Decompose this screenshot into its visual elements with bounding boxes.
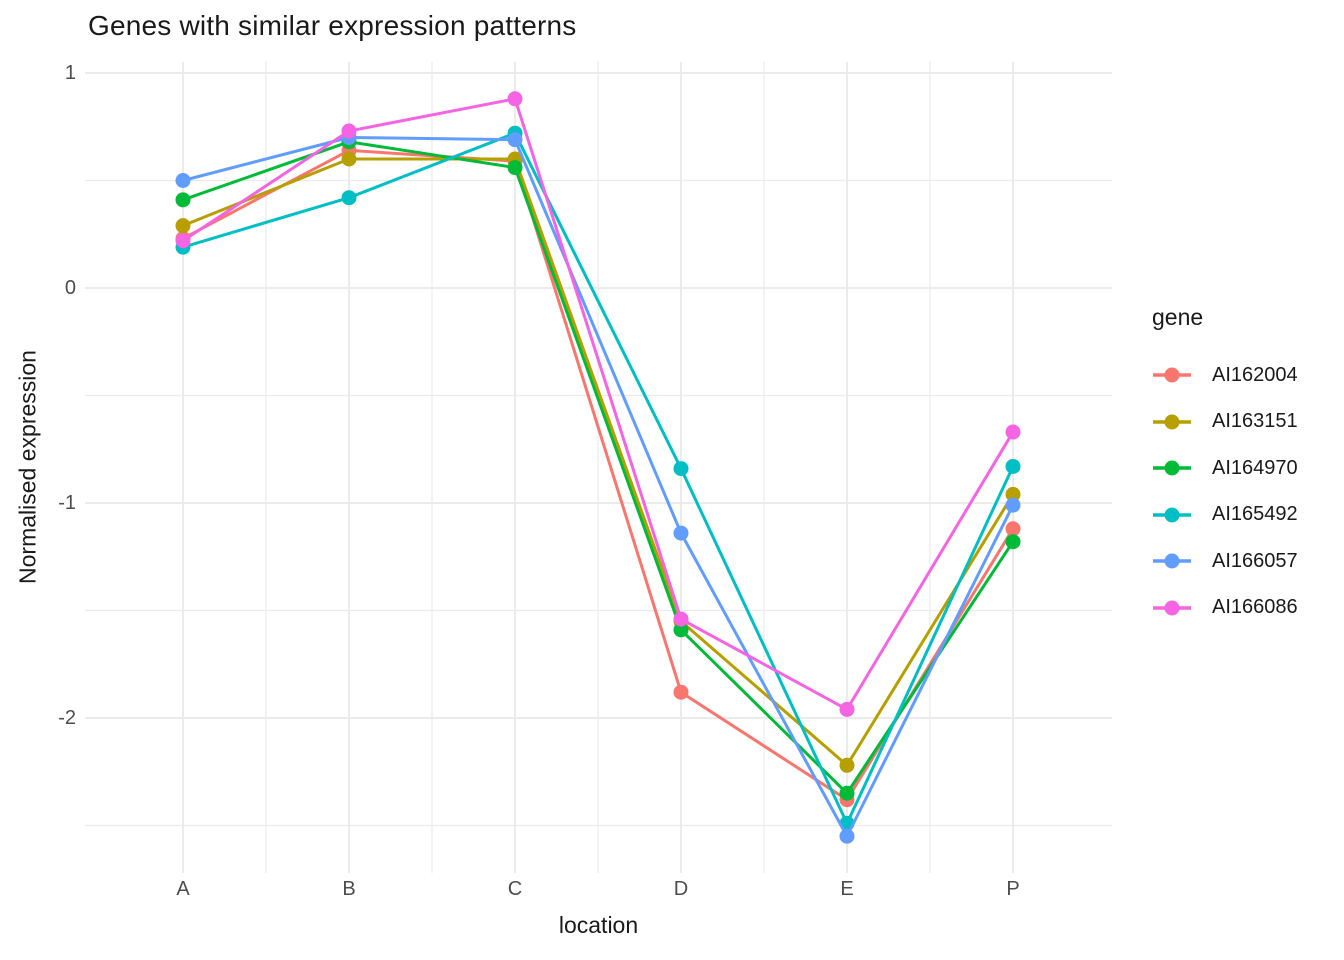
data-point-AI164970-D	[673, 622, 689, 638]
y-axis-title: Normalised expression	[14, 350, 41, 584]
legend-key-icon	[1153, 553, 1191, 569]
legend-entry-AI163151: AI163151	[1152, 399, 1298, 446]
data-point-AI163151-P	[1005, 486, 1021, 502]
x-tick-label: E	[840, 878, 853, 900]
x-tick-label: B	[342, 878, 355, 900]
series-line-AI166057	[181, 136, 1015, 838]
y-tick-label: 1	[65, 62, 76, 84]
x-axis-title: location	[558, 912, 639, 938]
legend-entry-AI162004: AI162004	[1152, 352, 1298, 399]
legend-label: AI164970	[1212, 456, 1298, 479]
legend-entry-AI166057: AI166057	[1152, 538, 1298, 585]
legend-entries: AI162004 AI163151 AI164970 AI165492 AI166057…	[1152, 352, 1298, 631]
legend-label: AI166086	[1212, 596, 1298, 619]
data-point-AI166057-D	[673, 525, 689, 541]
data-point-AI165492-P	[1005, 458, 1021, 474]
data-point-AI166057-E	[839, 828, 855, 844]
legend-label: AI162004	[1212, 363, 1298, 386]
series-line-AI163151	[181, 157, 1015, 767]
series-line-AI166086	[181, 97, 1015, 711]
data-point-AI163151-A	[175, 218, 191, 234]
y-tick-label: 0	[65, 277, 76, 299]
series-line-AI164970	[181, 140, 1015, 795]
data-point-AI162004-P	[1005, 521, 1021, 537]
legend-key-icon	[1153, 414, 1191, 430]
data-point-AI163151-B	[341, 151, 357, 167]
legend-entry-AI165492: AI165492	[1152, 492, 1298, 539]
series-line-AI162004	[181, 148, 1015, 802]
legend-key-icon	[1153, 507, 1191, 523]
legend-key-icon	[1153, 367, 1191, 383]
legend-label: AI165492	[1212, 503, 1298, 526]
data-point-AI166086-E	[839, 701, 855, 717]
legend-key-icon	[1153, 600, 1191, 616]
data-point-AI164970-E	[839, 785, 855, 801]
legend-label: AI163151	[1212, 410, 1298, 433]
legend-entry-AI164970: AI164970	[1152, 445, 1298, 492]
data-point-AI165492-B	[341, 190, 357, 206]
data-point-AI163151-E	[839, 757, 855, 773]
legend: gene AI162004 AI163151 AI164970 AI165492 AI1…	[1152, 303, 1298, 631]
data-point-AI166057-A	[175, 173, 191, 188]
legend-entry-AI166086: AI166086	[1152, 585, 1298, 632]
x-tick-label: C	[508, 878, 522, 900]
x-tick-label: D	[674, 878, 688, 900]
data-point-AI165492-D	[673, 461, 689, 477]
data-point-AI166086-A	[175, 233, 191, 249]
data-point-AI164970-P	[1005, 534, 1021, 550]
data-point-AI166057-C	[507, 132, 523, 148]
data-point-AI164970-A	[175, 192, 191, 208]
legend-key-icon	[1153, 460, 1191, 476]
x-tick-label: P	[1006, 878, 1019, 900]
data-point-AI166086-D	[673, 611, 689, 627]
data-point-AI162004-D	[673, 684, 689, 700]
x-tick-label: A	[176, 878, 190, 900]
data-point-AI166086-B	[341, 123, 357, 139]
y-tick-label: -1	[58, 492, 76, 514]
data-point-AI166086-P	[1005, 424, 1021, 440]
data-point-AI166086-C	[507, 91, 523, 107]
y-tick-label: -2	[58, 707, 76, 729]
plot-title: Genes with similar expression patterns	[88, 10, 577, 41]
data-point-AI166057-P	[1005, 497, 1021, 513]
series-line-AI165492	[181, 131, 1015, 825]
legend-label: AI166057	[1212, 549, 1298, 572]
legend-title: gene	[1152, 304, 1204, 330]
data-point-AI164970-C	[507, 160, 523, 176]
